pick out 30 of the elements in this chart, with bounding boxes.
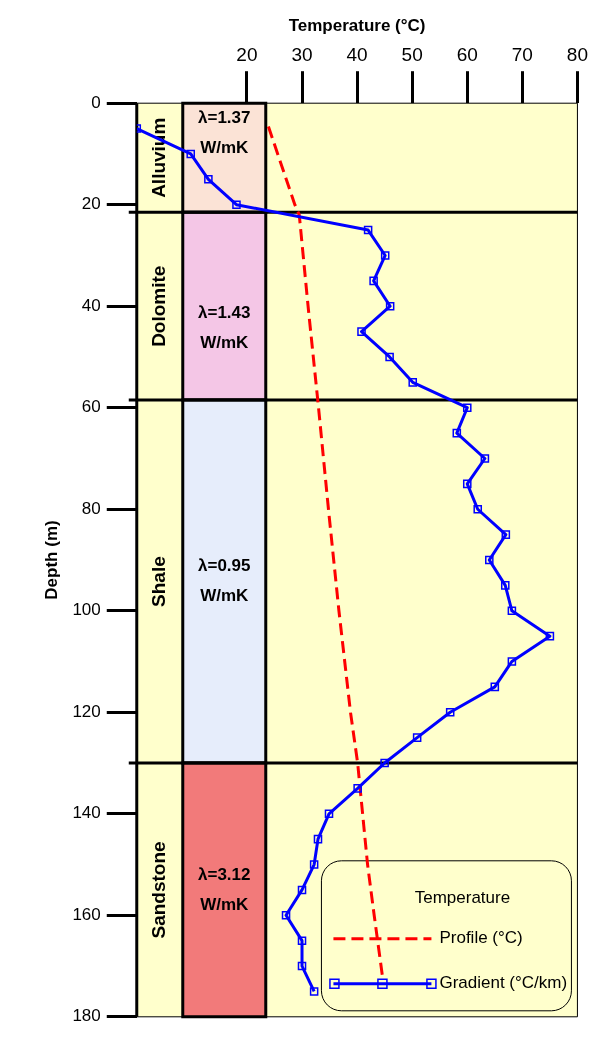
legend-label: Gradient (°C/km) xyxy=(439,973,568,993)
band-label: Sandstone xyxy=(148,841,169,939)
annotation: λ=0.95 W/mK xyxy=(198,556,251,606)
y-tick-label: 140 xyxy=(72,803,101,823)
x-tick-label: 80 xyxy=(566,44,588,66)
annotation: λ=1.43 W/mK xyxy=(198,303,251,353)
y-tick-label: 180 xyxy=(72,1006,101,1026)
x-axis-title: Temperature (°C) xyxy=(288,15,426,35)
band-label: Shale xyxy=(148,556,169,607)
y-tick-label: 40 xyxy=(81,295,101,315)
x-tick-label: 30 xyxy=(291,44,313,66)
band-label: Alluvium xyxy=(148,117,169,198)
y-tick-label: 160 xyxy=(72,904,101,924)
text: Profile (°C) xyxy=(439,928,523,948)
legend-title: Temperature xyxy=(414,888,511,908)
x-tick-label: 40 xyxy=(346,44,368,66)
y-tick-label: 60 xyxy=(81,397,101,417)
y-tick-label: 80 xyxy=(81,498,101,518)
y-tick-label: 0 xyxy=(91,92,101,112)
x-tick-label: 20 xyxy=(236,44,258,66)
annotation: λ=3.12 W/mK xyxy=(198,864,251,914)
y-axis-title: Depth (m) xyxy=(41,520,61,600)
x-tick-label: 50 xyxy=(401,44,423,66)
x-tick-label: 60 xyxy=(456,44,478,66)
x-tick-label: 70 xyxy=(511,44,533,66)
y-tick-label: 120 xyxy=(72,701,101,721)
band-label: Dolomite xyxy=(148,265,169,347)
y-tick-label: 20 xyxy=(81,194,101,214)
annotation: λ=1.37 W/mK xyxy=(198,107,251,157)
y-tick-label: 100 xyxy=(72,600,101,620)
